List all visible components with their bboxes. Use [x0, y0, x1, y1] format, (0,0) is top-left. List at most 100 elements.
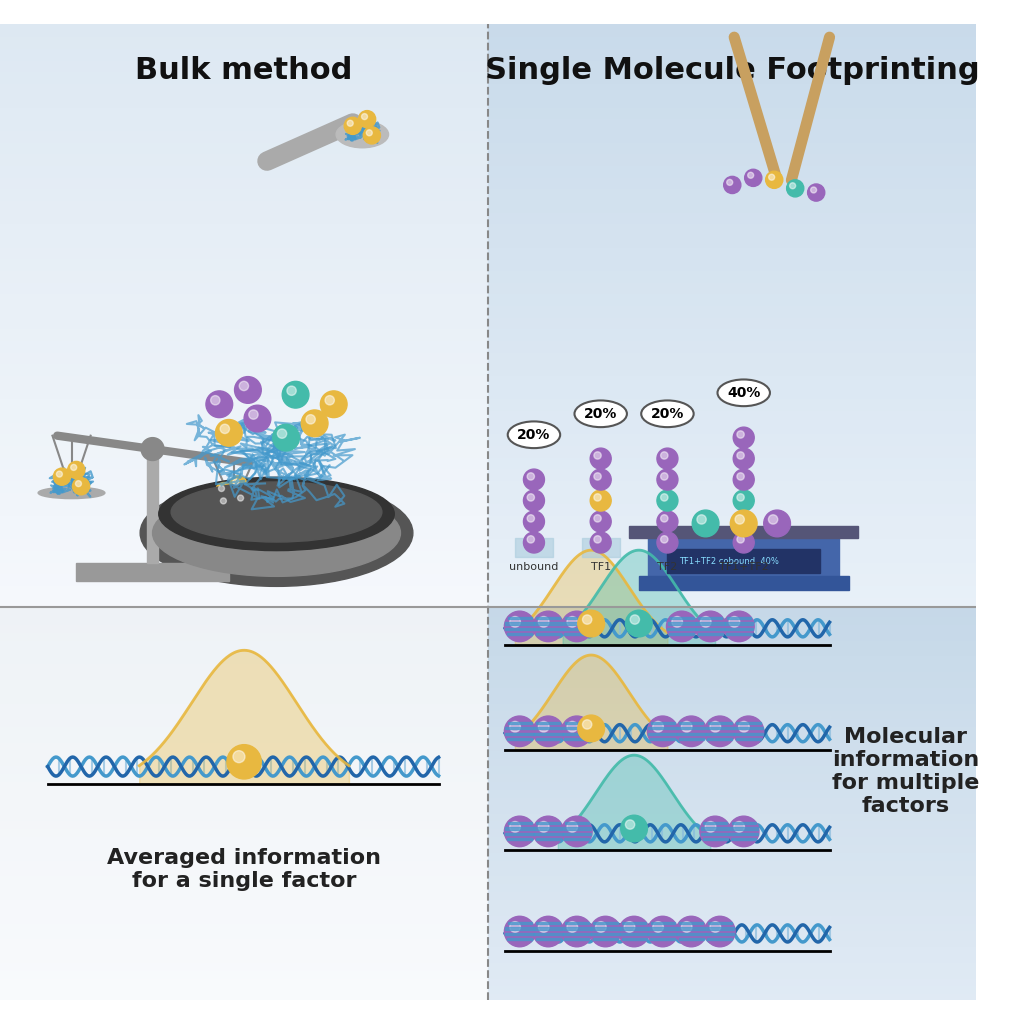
Bar: [0, 945, 488, 953]
Circle shape: [768, 515, 778, 524]
Circle shape: [681, 721, 692, 732]
Bar: [0, 874, 488, 883]
Bar: [488, 836, 976, 843]
Bar: [677, 732, 706, 735]
Bar: [0, 397, 488, 409]
Circle shape: [76, 480, 82, 486]
Bar: [76, 563, 228, 581]
Circle shape: [367, 130, 373, 136]
Bar: [702, 838, 728, 841]
Circle shape: [657, 449, 678, 469]
Bar: [562, 732, 591, 735]
Bar: [0, 654, 488, 663]
Circle shape: [527, 536, 535, 543]
Circle shape: [206, 391, 232, 418]
Bar: [0, 890, 488, 898]
Bar: [488, 479, 976, 490]
Circle shape: [590, 916, 621, 947]
Circle shape: [534, 816, 563, 847]
Circle shape: [561, 816, 592, 847]
Circle shape: [306, 415, 315, 424]
Bar: [0, 780, 488, 788]
Circle shape: [737, 452, 744, 459]
Circle shape: [361, 114, 368, 120]
Circle shape: [583, 614, 592, 625]
Circle shape: [244, 406, 270, 432]
Circle shape: [53, 468, 71, 485]
Circle shape: [510, 922, 520, 932]
Circle shape: [594, 515, 601, 522]
Bar: [488, 615, 976, 623]
Bar: [534, 732, 562, 735]
Bar: [0, 350, 488, 362]
Ellipse shape: [201, 500, 267, 511]
Circle shape: [727, 179, 733, 185]
Bar: [488, 741, 976, 749]
Bar: [0, 686, 488, 694]
Bar: [506, 623, 534, 625]
Bar: [648, 727, 677, 729]
Circle shape: [626, 610, 652, 637]
Bar: [507, 838, 532, 841]
Circle shape: [590, 511, 611, 532]
Bar: [488, 843, 976, 851]
Bar: [488, 36, 976, 47]
Bar: [488, 105, 976, 117]
Bar: [726, 633, 752, 635]
Bar: [565, 822, 589, 824]
Bar: [698, 616, 723, 620]
Circle shape: [618, 916, 649, 947]
Bar: [488, 780, 976, 788]
Bar: [562, 827, 591, 829]
Circle shape: [744, 169, 762, 186]
Bar: [535, 727, 562, 729]
Bar: [506, 827, 534, 829]
Circle shape: [321, 391, 347, 418]
Circle shape: [249, 410, 258, 419]
Bar: [0, 47, 488, 58]
Bar: [736, 738, 761, 740]
Bar: [488, 623, 976, 631]
Bar: [564, 938, 590, 940]
Bar: [0, 615, 488, 623]
Bar: [639, 575, 849, 590]
Bar: [488, 339, 976, 350]
Bar: [507, 938, 532, 940]
Bar: [534, 628, 562, 630]
Bar: [488, 819, 976, 827]
Bar: [0, 851, 488, 859]
Circle shape: [697, 515, 707, 524]
Bar: [535, 623, 562, 625]
Bar: [0, 24, 488, 36]
Bar: [0, 607, 488, 615]
Bar: [582, 538, 620, 557]
Bar: [488, 82, 976, 94]
Bar: [488, 866, 976, 874]
Bar: [725, 623, 753, 625]
Circle shape: [733, 532, 755, 553]
Bar: [488, 804, 976, 812]
Bar: [488, 772, 976, 780]
Circle shape: [272, 424, 299, 451]
Bar: [488, 328, 976, 339]
Bar: [562, 833, 591, 835]
Circle shape: [590, 490, 611, 511]
Circle shape: [728, 816, 759, 847]
Bar: [488, 646, 976, 654]
Circle shape: [681, 922, 692, 932]
Bar: [488, 710, 976, 718]
Circle shape: [73, 477, 90, 495]
Bar: [0, 992, 488, 1000]
Bar: [0, 421, 488, 432]
Bar: [697, 633, 723, 635]
Bar: [0, 584, 488, 596]
Bar: [506, 727, 534, 729]
Bar: [488, 503, 976, 514]
Bar: [0, 984, 488, 992]
Bar: [488, 937, 976, 945]
Bar: [729, 827, 758, 829]
Bar: [488, 164, 976, 175]
Circle shape: [561, 916, 592, 947]
Bar: [488, 572, 976, 584]
Bar: [488, 678, 976, 686]
